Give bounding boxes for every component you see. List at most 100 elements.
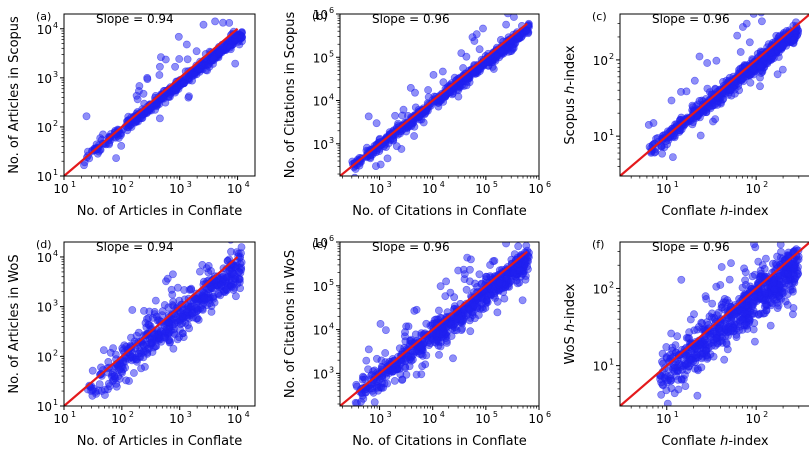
y-tick-exponent: 5	[329, 278, 334, 287]
scatter-point	[681, 382, 690, 390]
x-tick-exponent: 6	[546, 180, 551, 189]
scatter-point	[410, 306, 419, 315]
y-tick-label: 10	[313, 324, 328, 338]
scatter-point	[468, 33, 477, 42]
y-axis-label: No. of Articles in Scopus	[7, 16, 22, 174]
scatter-point	[790, 217, 797, 224]
scatter-point	[106, 348, 115, 357]
scatter-point	[219, 18, 227, 27]
scatter-point	[462, 285, 471, 294]
scatter-point	[429, 71, 438, 79]
scatter-point	[789, 36, 798, 44]
axes-frame	[63, 13, 256, 177]
scatter-point	[231, 59, 240, 68]
scatter-point	[238, 33, 246, 42]
scatter-point	[756, 82, 764, 91]
scatter-point	[503, 14, 512, 18]
y-tick-exponent: 4	[53, 249, 58, 258]
scatter-point	[777, 247, 785, 256]
scatter-point	[675, 359, 683, 368]
scatter-point	[779, 41, 788, 50]
scatter-point	[746, 78, 755, 87]
scatter-point	[789, 304, 798, 312]
x-axis-label: Conflate h-index	[661, 434, 768, 449]
scatter-point	[677, 88, 685, 96]
x-tick-label: 10	[369, 412, 384, 426]
scatter-point	[482, 272, 490, 281]
scatter-point	[381, 358, 390, 367]
scatter-point	[171, 86, 180, 94]
scatter-point	[754, 257, 763, 266]
scatter-point	[493, 297, 502, 306]
scatter-point	[705, 103, 714, 111]
x-tick-label: 10	[53, 412, 68, 426]
scatter-point	[371, 162, 380, 170]
plot-area	[620, 14, 809, 176]
scatter-point	[466, 327, 475, 336]
x-tick-label: 10	[475, 182, 490, 196]
scatter-point	[117, 141, 126, 150]
scatter-point	[151, 105, 159, 114]
scatter-point	[454, 266, 463, 275]
scatter-point	[769, 278, 778, 287]
scatter-point	[169, 344, 178, 353]
slope-annotation: Slope = 0.94	[96, 240, 174, 254]
scatter-point	[438, 67, 447, 76]
scatter-point	[407, 352, 415, 361]
scatter-point	[148, 338, 157, 347]
scatter-point	[758, 17, 766, 26]
scatter-point	[219, 275, 228, 283]
x-tick-exponent: 2	[129, 180, 134, 189]
scatter-point	[773, 70, 782, 79]
scatter-point	[381, 326, 390, 334]
scatter-point	[703, 84, 712, 93]
x-tick-exponent: 3	[387, 410, 392, 419]
x-tick-exponent: 4	[245, 410, 250, 419]
x-tick-label: 10	[656, 182, 671, 196]
scatter-point	[457, 326, 466, 334]
scatter-point	[749, 65, 757, 74]
fit-line	[340, 22, 528, 176]
scatter-point	[751, 270, 759, 279]
scatter-point	[795, 234, 802, 241]
scatter-point	[667, 96, 676, 105]
scatter-point	[435, 329, 444, 338]
scatter-point	[750, 242, 758, 248]
chart-panel-d: 10 1 10 2 10 3 10 410 110 210 310 4No. of Articles …	[7, 219, 256, 449]
x-tick-exponent: 2	[763, 180, 768, 189]
y-tick-exponent: 2	[609, 52, 614, 61]
scatter-point	[510, 0, 517, 7]
scatter-point	[442, 338, 451, 347]
scatter-point	[351, 173, 359, 176]
x-axis-label: No. of Articles in Conflate	[77, 434, 243, 449]
scatter-point	[140, 342, 148, 350]
x-tick-exponent: 6	[546, 410, 551, 419]
scatter-point	[142, 323, 151, 332]
scatter-point	[134, 117, 142, 126]
x-tick-label: 10	[169, 412, 184, 426]
x-tick-label: 10	[111, 412, 126, 426]
x-tick-exponent: 4	[440, 180, 445, 189]
y-tick-label: 10	[313, 51, 328, 65]
scatter-point	[399, 105, 408, 114]
x-tick-exponent: 2	[763, 410, 768, 419]
scatter-point	[230, 219, 237, 226]
scatter-point	[668, 343, 677, 352]
scatter-point	[660, 143, 669, 152]
scatter-point	[355, 161, 364, 170]
scatter-point	[132, 331, 141, 340]
scatter-point	[708, 299, 717, 308]
y-tick-exponent: 2	[609, 280, 614, 289]
scatter-point	[412, 370, 421, 379]
scatter-point	[716, 281, 725, 289]
y-tick-label: 10	[37, 350, 52, 364]
scatter-point	[128, 306, 137, 314]
scatter-point	[407, 122, 416, 130]
scatter-point	[97, 363, 105, 372]
y-tick-label: 10	[37, 23, 52, 37]
scatter-point	[751, 337, 759, 346]
scatter-point	[781, 297, 790, 306]
scatter-point	[512, 276, 521, 285]
scatter-point	[398, 375, 407, 384]
scatter-point	[198, 305, 207, 314]
